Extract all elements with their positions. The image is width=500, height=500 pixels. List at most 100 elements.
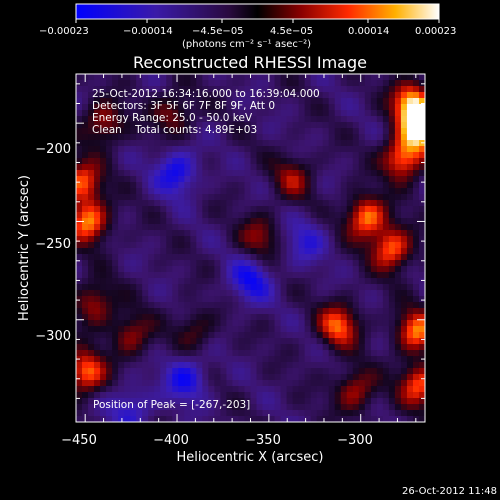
heatmap-cell — [316, 272, 324, 279]
heatmap-cell — [202, 290, 209, 297]
heatmap-cell — [298, 74, 306, 81]
heatmap-cell — [394, 236, 402, 243]
heatmap-cell — [358, 296, 366, 303]
heatmap-cell — [310, 236, 318, 243]
heatmap-cell — [244, 338, 252, 345]
heatmap-cell — [400, 302, 408, 309]
heatmap-cell — [202, 320, 209, 327]
heatmap-cell — [76, 350, 83, 357]
heatmap-cell — [172, 152, 179, 159]
heatmap-cell — [178, 194, 185, 201]
heatmap-cell — [262, 98, 270, 105]
heatmap-cell — [160, 146, 167, 153]
heatmap-cell — [214, 416, 222, 422]
heatmap-cell — [370, 182, 378, 189]
heatmap-cell — [358, 110, 366, 117]
heatmap-cell — [100, 158, 107, 165]
heatmap-cell — [130, 314, 137, 321]
heatmap-cell — [238, 410, 246, 417]
heatmap-cell — [364, 368, 372, 375]
heatmap-cell — [148, 398, 155, 405]
heatmap-cell — [412, 362, 420, 369]
heatmap-cell — [370, 404, 378, 411]
heatmap-cell — [352, 362, 360, 369]
heatmap-cell — [190, 140, 197, 147]
heatmap-cell — [106, 272, 113, 279]
heatmap-cell — [292, 296, 300, 303]
heatmap-cell — [316, 362, 324, 369]
heatmap-cell — [310, 86, 318, 93]
heatmap-cell — [124, 110, 131, 117]
heatmap-cell — [400, 206, 408, 213]
heatmap-cell — [268, 308, 276, 315]
heatmap-cell — [280, 404, 288, 411]
heatmap-cell — [376, 302, 384, 309]
heatmap-cell — [172, 200, 179, 207]
heatmap-cell — [166, 332, 173, 339]
heatmap-cell — [94, 260, 101, 267]
heatmap-cell — [292, 320, 300, 327]
heatmap-cell — [232, 212, 240, 219]
heatmap-cell — [322, 356, 330, 363]
heatmap-cell — [346, 206, 354, 213]
heatmap-cell — [316, 158, 324, 165]
heatmap-cell — [232, 98, 240, 105]
heatmap-cell — [196, 380, 203, 387]
heatmap-cell — [190, 326, 197, 333]
heatmap-cell — [202, 344, 209, 351]
heatmap-cell — [232, 404, 240, 411]
heatmap-cell — [358, 260, 366, 267]
heatmap-cell — [100, 380, 107, 387]
heatmap-cell — [238, 392, 246, 399]
heatmap-cell — [328, 242, 336, 249]
heatmap-cell — [400, 152, 408, 159]
heatmap-cell — [358, 122, 366, 129]
heatmap-cell — [310, 104, 318, 111]
heatmap-cell — [244, 128, 252, 135]
heatmap-cell — [322, 128, 330, 135]
heatmap-cell — [190, 254, 197, 261]
heatmap-cell — [382, 350, 390, 357]
heatmap-cell — [142, 278, 149, 285]
heatmap-cell — [406, 236, 414, 243]
heatmap-cell — [106, 404, 113, 411]
heatmap-cell — [310, 338, 318, 345]
heatmap-cell — [334, 290, 342, 297]
heatmap-cell — [136, 212, 143, 219]
heatmap-cell — [106, 326, 113, 333]
heatmap-cell — [412, 146, 420, 153]
heatmap-cell — [256, 380, 264, 387]
heatmap-cell — [172, 266, 179, 273]
heatmap-cell — [292, 74, 300, 81]
heatmap-cell — [370, 320, 378, 327]
heatmap-cell — [370, 200, 378, 207]
heatmap-cell — [220, 266, 228, 273]
heatmap-cell — [310, 362, 318, 369]
heatmap-cell — [232, 80, 240, 87]
heatmap-cell — [262, 218, 270, 225]
heatmap-cell — [364, 98, 372, 105]
heatmap-cell — [190, 170, 197, 177]
heatmap-cell — [124, 302, 131, 309]
heatmap-cell — [238, 110, 246, 117]
heatmap-cell — [394, 392, 402, 399]
heatmap-cell — [328, 362, 336, 369]
heatmap-cell — [358, 206, 366, 213]
heatmap-cell — [292, 332, 300, 339]
heatmap-cell — [118, 92, 125, 99]
heatmap-cell — [214, 404, 222, 411]
heatmap-cell — [142, 236, 149, 243]
heatmap-cell — [328, 80, 336, 87]
heatmap-cell — [154, 248, 161, 255]
heatmap-cell — [304, 152, 312, 159]
heatmap-cell — [394, 404, 402, 411]
heatmap-cell — [184, 236, 191, 243]
heatmap-cell — [376, 392, 384, 399]
heatmap-cell — [130, 92, 137, 99]
heatmap-cell — [352, 368, 360, 375]
heatmap-cell — [166, 272, 173, 279]
heatmap-cell — [388, 266, 396, 273]
heatmap-cell — [280, 116, 288, 123]
heatmap-cell — [298, 146, 306, 153]
heatmap-cell — [292, 260, 300, 267]
